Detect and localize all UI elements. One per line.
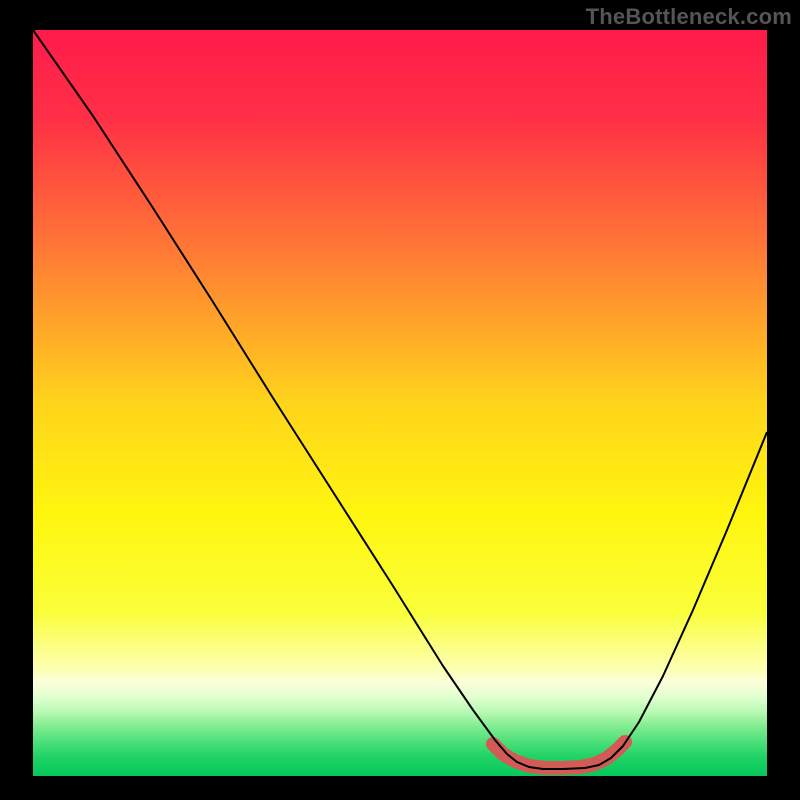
- watermark-text: TheBottleneck.com: [586, 4, 792, 30]
- chart-plot-area: [33, 30, 767, 776]
- bottleneck-chart: [0, 0, 800, 800]
